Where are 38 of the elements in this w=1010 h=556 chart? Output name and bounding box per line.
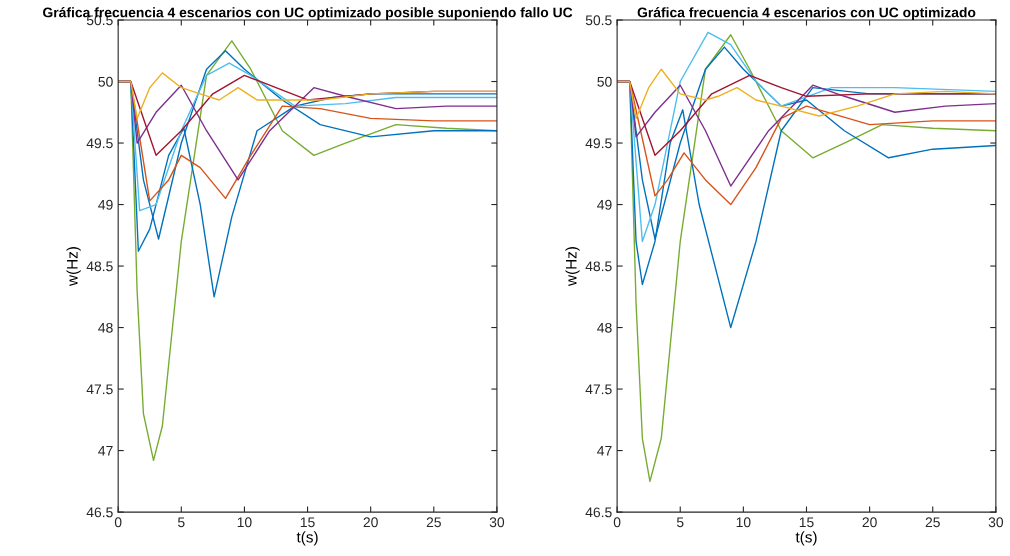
y-tick-label: 49	[98, 199, 113, 210]
y-tick-label: 48	[98, 322, 113, 333]
x-axis-title: t(s)	[795, 531, 817, 546]
x-tick-label: 15	[300, 517, 315, 528]
line-series	[118, 72, 497, 120]
y-tick-label: 50	[98, 76, 113, 87]
y-tick-label: 49	[597, 199, 612, 210]
chart-title: Gráfica frecuencia 4 escenarios con UC optimizado	[637, 7, 976, 21]
x-tick-label: 25	[426, 517, 441, 528]
x-tick-label: 20	[862, 517, 877, 528]
y-tick-label: 47.5	[86, 384, 113, 395]
x-tick-label: 0	[114, 517, 122, 528]
y-tick-label: 50	[597, 76, 612, 87]
y-tick-label: 48.5	[585, 261, 612, 272]
y-axis-title: w(Hz)	[66, 247, 81, 287]
x-tick-label: 25	[925, 517, 940, 528]
y-tick-label: 49.5	[585, 138, 612, 149]
x-tick-label: 30	[988, 517, 1004, 528]
y-tick-label: 46.5	[585, 507, 612, 518]
x-axis-title: t(s)	[296, 531, 318, 546]
x-tick-label: 5	[676, 517, 684, 528]
y-tick-label: 48	[597, 322, 612, 333]
y-tick-label: 48.5	[86, 261, 113, 272]
y-tick-label: 47.5	[585, 384, 612, 395]
x-tick-label: 0	[613, 517, 621, 528]
y-axis-title: w(Hz)	[565, 247, 580, 287]
y-tick-label: 47	[597, 446, 612, 456]
x-tick-label: 20	[363, 517, 378, 528]
x-tick-label: 30	[489, 517, 505, 528]
y-tick-label: 46.5	[86, 507, 113, 518]
y-tick-label: 50.5	[585, 15, 612, 26]
y-tick-label: 49.5	[86, 138, 113, 149]
x-tick-label: 5	[177, 517, 185, 528]
x-tick-label: 10	[736, 517, 751, 528]
line-series	[617, 68, 996, 120]
x-tick-label: 15	[799, 517, 814, 528]
y-tick-label: 47	[98, 446, 113, 456]
x-tick-label: 10	[237, 517, 252, 528]
